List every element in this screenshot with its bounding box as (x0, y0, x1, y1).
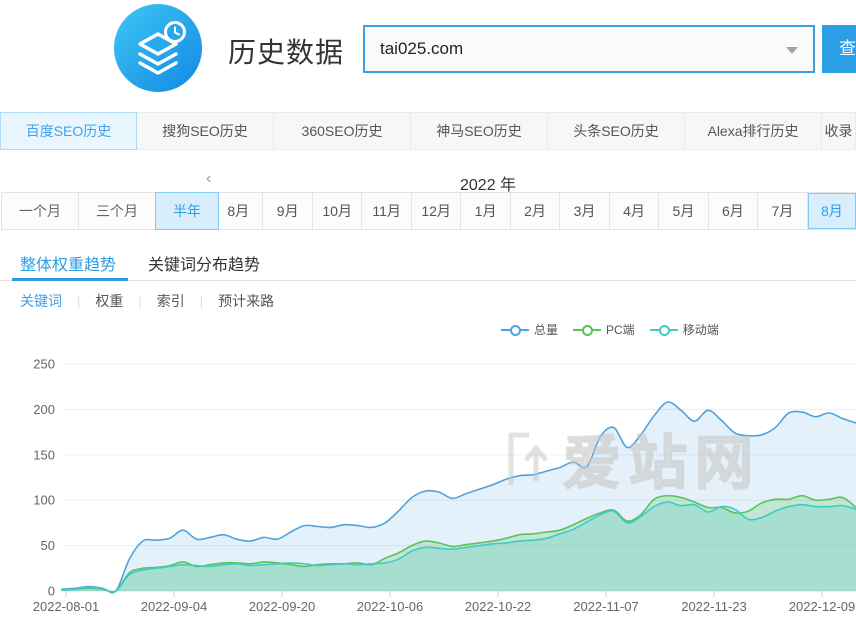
filter-link-0[interactable]: 关键词 (20, 293, 62, 309)
seo-tab-0[interactable]: 百度SEO历史 (0, 112, 137, 150)
filter-separator: | (77, 293, 81, 309)
chevron-left-icon[interactable]: ‹ (206, 170, 212, 187)
svg-text:200: 200 (33, 402, 55, 417)
svg-text:0: 0 (48, 584, 55, 599)
seo-tab-1[interactable]: 搜狗SEO历史 (137, 112, 274, 150)
month-option-0[interactable]: 8月 (214, 193, 263, 229)
seo-tab-5[interactable]: Alexa排行历史 (685, 112, 822, 150)
seo-tab-2[interactable]: 360SEO历史 (274, 112, 411, 150)
filter-link-1[interactable]: 权重 (95, 293, 124, 309)
svg-text:2022-10-22: 2022-10-22 (465, 599, 532, 614)
svg-text:250: 250 (33, 357, 55, 372)
month-option-1[interactable]: 9月 (262, 193, 312, 229)
weight-trend-chart[interactable]: 0 50 100 150 200 250 2022-08-01 2022-09-04 2022-… (0, 352, 856, 619)
seo-tab-4[interactable]: 头条SEO历史 (548, 112, 685, 150)
search-button[interactable]: 查 (822, 25, 856, 73)
chevron-down-icon[interactable] (786, 47, 798, 54)
year-label: 2022 年 (460, 177, 517, 194)
range-option-0[interactable]: 一个月 (1, 192, 79, 230)
legend-marker-icon (573, 324, 602, 336)
domain-search-box[interactable] (363, 25, 815, 73)
svg-text:2022-08-01: 2022-08-01 (33, 599, 100, 614)
seo-history-tab-bar: 百度SEO历史 搜狗SEO历史 360SEO历史 神马SEO历史 头条SEO历史 Alex… (0, 112, 856, 150)
history-logo-icon (113, 3, 203, 93)
month-selector: 8月 9月 10月 11月 12月 1月 2月 3月 4月 5月 6月 7月 8月 (213, 192, 856, 230)
seo-tab-6[interactable]: 收录 (822, 112, 856, 150)
month-option-7[interactable]: 3月 (559, 193, 609, 229)
svg-text:2022-12-09: 2022-12-09 (789, 599, 856, 614)
month-option-6[interactable]: 2月 (509, 193, 560, 229)
filter-separator: | (138, 293, 142, 309)
svg-text:2022-10-06: 2022-10-06 (357, 599, 424, 614)
legend-label: 移动端 (682, 323, 719, 337)
svg-text:150: 150 (33, 447, 55, 462)
chart-legend: 总量 PC端 移动端 (501, 321, 734, 338)
month-option-2[interactable]: 10月 (311, 193, 362, 229)
legend-label: PC端 (606, 323, 635, 337)
month-option-10[interactable]: 6月 (707, 193, 758, 229)
month-option-3[interactable]: 11月 (361, 193, 411, 229)
tab-keyword-distribution-trend[interactable]: 关键词分布趋势 (148, 257, 261, 274)
filter-separator: | (199, 293, 204, 309)
filter-link-3[interactable]: 预计来路 (218, 293, 275, 309)
month-option-9[interactable]: 5月 (658, 193, 708, 229)
trend-subtabs: 整体权重趋势 关键词分布趋势 (0, 244, 856, 281)
range-selector: 一个月 三个月 半年 (1, 192, 219, 230)
svg-text:2022-11-23: 2022-11-23 (681, 599, 747, 614)
range-option-2[interactable]: 半年 (155, 192, 219, 230)
filter-link-2[interactable]: 索引 (156, 293, 185, 309)
tab-overall-weight-trend[interactable]: 整体权重趋势 (20, 257, 117, 274)
legend-item-0[interactable]: 总量 (501, 321, 558, 338)
domain-search-input[interactable] (365, 27, 780, 71)
month-option-4[interactable]: 12月 (410, 193, 461, 229)
legend-item-2[interactable]: 移动端 (649, 321, 719, 338)
range-option-1[interactable]: 三个月 (78, 192, 156, 230)
seo-tab-3[interactable]: 神马SEO历史 (411, 112, 548, 150)
legend-marker-icon (649, 324, 678, 336)
metric-filter-row: 关键词 | 权重 | 索引 | 预计来路 (20, 291, 274, 311)
month-option-12[interactable]: 8月 (806, 193, 856, 229)
svg-text:2022-11-07: 2022-11-07 (573, 599, 639, 614)
svg-text:2022-09-04: 2022-09-04 (141, 599, 208, 614)
legend-item-1[interactable]: PC端 (573, 321, 635, 338)
svg-text:50: 50 (41, 538, 55, 553)
legend-marker-icon (501, 324, 529, 336)
month-option-11[interactable]: 7月 (757, 193, 807, 229)
svg-text:100: 100 (33, 493, 55, 508)
active-subtab-underline (12, 278, 128, 281)
month-option-8[interactable]: 4月 (608, 193, 659, 229)
page-title: 历史数据 (228, 37, 345, 68)
svg-text:2022-09-20: 2022-09-20 (249, 599, 316, 614)
month-option-5[interactable]: 1月 (460, 193, 510, 229)
legend-label: 总量 (534, 323, 559, 337)
